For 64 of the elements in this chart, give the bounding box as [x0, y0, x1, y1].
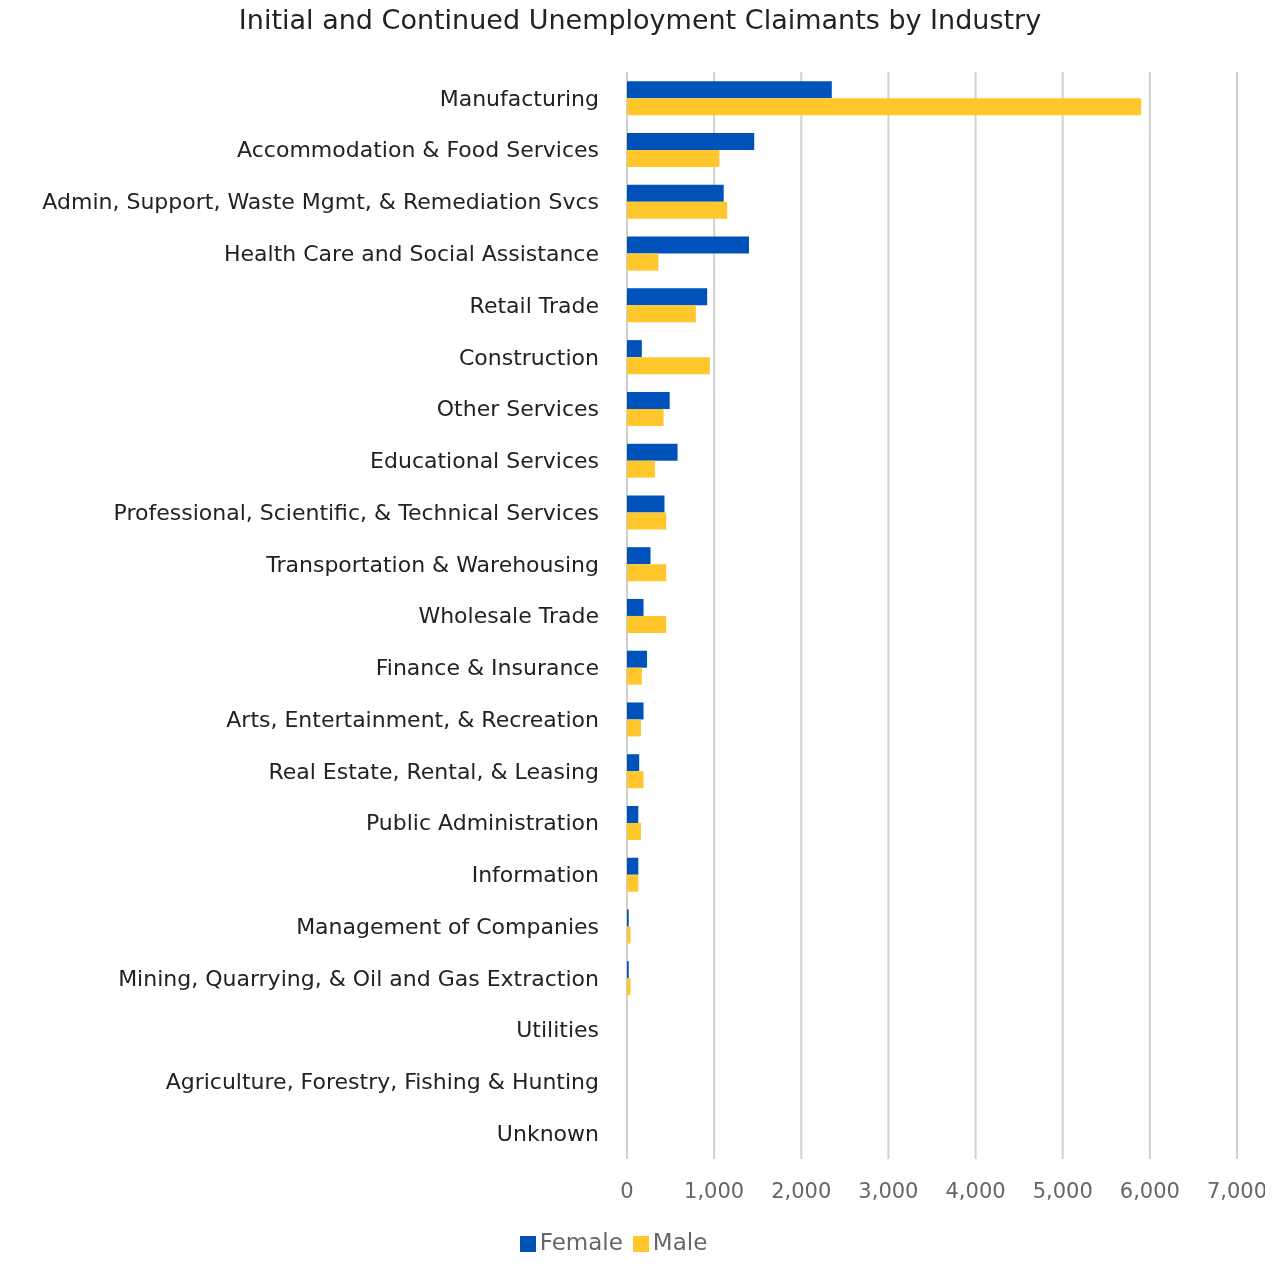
bar — [627, 857, 639, 875]
y-tick-label: Arts, Entertainment, & Recreation — [226, 706, 599, 732]
x-tick-label: 4,000 — [945, 1178, 1006, 1203]
bar — [627, 408, 664, 426]
y-tick-label: Utilities — [516, 1017, 599, 1043]
bar — [627, 547, 651, 565]
bar — [627, 822, 641, 840]
y-tick-label: Management of Companies — [296, 913, 599, 939]
y-tick-label: Mining, Quarrying, & Oil and Gas Extraction — [118, 965, 599, 991]
y-tick-label: Educational Services — [370, 448, 599, 474]
bar — [627, 805, 639, 823]
x-tick-label: 6,000 — [1119, 1178, 1180, 1203]
bar — [627, 236, 749, 254]
bar — [627, 771, 644, 789]
bar — [627, 288, 708, 306]
bar — [627, 340, 642, 358]
bar — [627, 305, 696, 323]
bar — [627, 460, 655, 478]
bar — [627, 615, 667, 633]
y-tick-label: Public Administration — [365, 810, 599, 836]
y-tick-label: Admin, Support, Waste Mgmt, & Remediation Svcs — [42, 189, 599, 215]
y-tick-label: Real Estate, Rental, & Leasing — [268, 758, 599, 784]
bar — [627, 98, 1142, 116]
bar — [627, 874, 639, 892]
bar — [627, 81, 832, 99]
y-tick-label: Transportation & Warehousing — [265, 551, 599, 577]
y-tick-label: Manufacturing — [439, 85, 599, 111]
y-tick-label: Health Care and Social Assistance — [224, 240, 599, 266]
bar — [627, 201, 728, 219]
x-tick-label: 3,000 — [858, 1178, 919, 1203]
y-tick-label: Accommodation & Food Services — [237, 137, 599, 163]
bar — [627, 719, 641, 737]
x-tick-label: 2,000 — [771, 1178, 832, 1203]
y-tick-label: Finance & Insurance — [375, 655, 599, 681]
x-tick-label: 0 — [620, 1178, 634, 1203]
chart-title: Initial and Continued Unemployment Claimants by Industry — [237, 4, 1043, 35]
legend-label: Female — [539, 1229, 623, 1255]
bar — [627, 184, 724, 202]
legend-label: Male — [652, 1229, 708, 1255]
y-tick-label: Retail Trade — [469, 292, 599, 318]
y-tick-label: Construction — [458, 344, 599, 370]
y-tick-label: Unknown — [496, 1120, 599, 1146]
bar — [627, 512, 667, 530]
bar — [627, 357, 710, 375]
bar — [627, 133, 755, 151]
bar — [627, 150, 720, 168]
bar — [627, 667, 642, 685]
y-tick-label: Agriculture, Forestry, Fishing & Hunting — [165, 1069, 599, 1095]
x-tick-label: 7,000 — [1206, 1178, 1268, 1203]
x-tick-label: 5,000 — [1032, 1178, 1093, 1203]
bar — [627, 650, 648, 668]
bar — [627, 495, 665, 513]
bar — [627, 253, 659, 271]
bar — [627, 702, 644, 720]
bar — [627, 754, 640, 772]
x-tick-label: 1,000 — [684, 1178, 745, 1203]
y-tick-label: Other Services — [436, 396, 599, 422]
bar — [627, 564, 667, 582]
y-tick-label: Information — [471, 862, 599, 888]
y-tick-label: Wholesale Trade — [418, 603, 599, 629]
bar — [627, 443, 678, 461]
bar — [627, 391, 670, 409]
bar — [627, 598, 644, 616]
y-tick-label: Professional, Scientific, & Technical Services — [113, 499, 599, 525]
